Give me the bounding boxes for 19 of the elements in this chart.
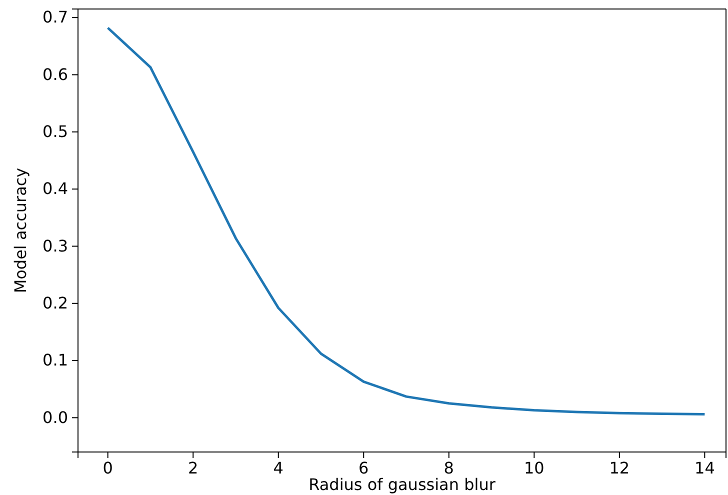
y-tick-label: 0.2 bbox=[42, 294, 68, 312]
x-tick-label: 14 bbox=[694, 458, 715, 478]
x-tick-label: 0 bbox=[102, 458, 113, 478]
y-axis-title: Model accuracy bbox=[11, 168, 30, 294]
x-tick-label: 12 bbox=[609, 458, 630, 478]
x-tick-label: 10 bbox=[524, 458, 544, 478]
line-series bbox=[106, 26, 706, 416]
x-tick-label: 2 bbox=[188, 458, 198, 478]
x-axis-title: Radius of gaussian blur bbox=[308, 475, 496, 494]
y-tick-label: 0.3 bbox=[42, 236, 68, 256]
x-tick-label: 8 bbox=[444, 458, 454, 478]
x-tick-label: 6 bbox=[358, 458, 369, 478]
x-tick-label: 4 bbox=[273, 458, 284, 478]
y-tick-label: 0.6 bbox=[42, 64, 68, 84]
y-tick-label: 0.0 bbox=[42, 408, 68, 427]
y-tick-label: 0.5 bbox=[42, 122, 68, 142]
y-tick-label: 0.4 bbox=[42, 179, 68, 198]
y-tick-label: 0.7 bbox=[42, 8, 68, 27]
y-tick-label: 0.1 bbox=[42, 350, 68, 370]
